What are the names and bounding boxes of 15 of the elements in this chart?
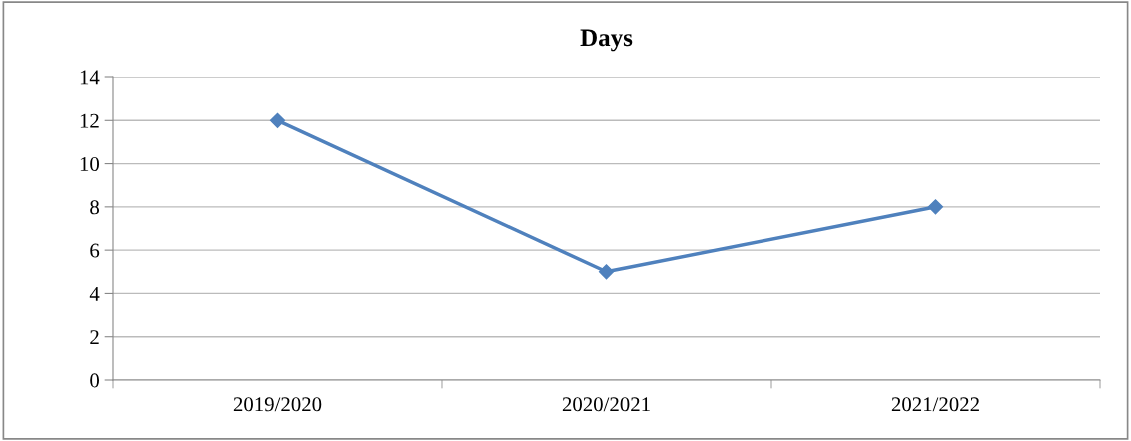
x-tick-label: 2019/2020 [233, 397, 322, 412]
x-tick-label: 2020/2021 [562, 397, 650, 412]
x-tick-label: 2021/2022 [891, 397, 979, 412]
point [927, 199, 944, 215]
point [598, 264, 615, 280]
y-tick-label: 0 [90, 373, 100, 388]
y-tick-label: 6 [90, 243, 100, 258]
y-tick-label: 2 [90, 330, 99, 344]
y-tick-label: 8 [90, 200, 100, 215]
y-tick-label: 12 [80, 113, 99, 128]
y-tick-label: 14 [80, 70, 100, 85]
y-tick-label: 10 [80, 156, 100, 171]
point [269, 112, 286, 128]
chart-title: Days [580, 29, 633, 52]
y-tick-label: 4 [89, 286, 100, 301]
